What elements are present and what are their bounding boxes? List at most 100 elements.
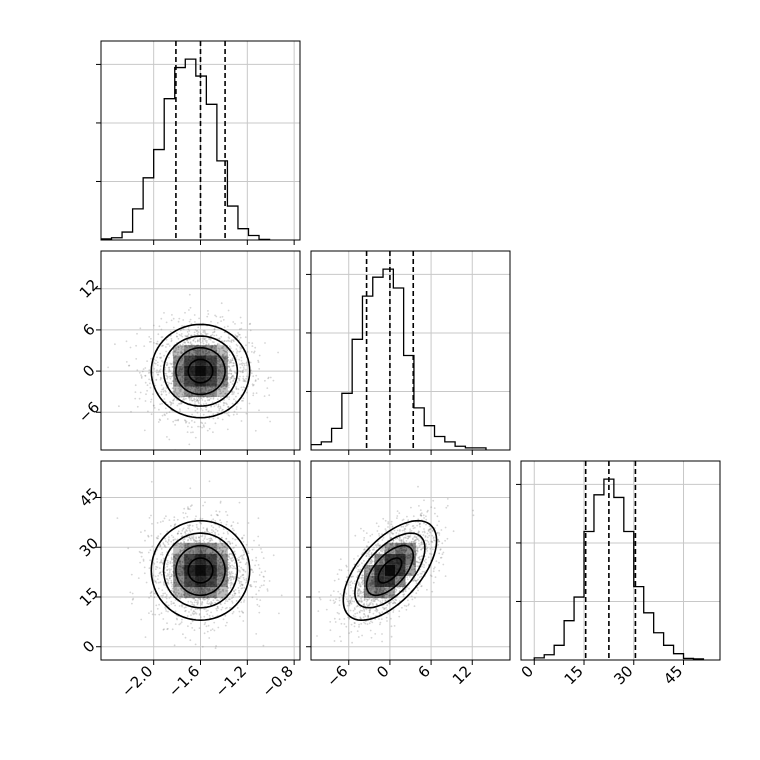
axes-frame [520,460,721,661]
sample-point [217,582,220,585]
sample-point [221,418,224,421]
sample-point [178,543,181,545]
sample-point [149,549,152,551]
sample-point [370,636,373,639]
sample-point [318,597,321,599]
sample-point [207,609,209,612]
sample-point [160,561,163,564]
sample-point [372,570,375,572]
sample-point [373,548,375,551]
sample-point [194,403,196,406]
x-tick-label: −2.0 [118,662,156,700]
sample-point [370,562,372,564]
sample-point [232,582,234,585]
sample-point [241,362,244,364]
sample-point [370,588,373,591]
sample-point [428,525,431,528]
sample-point [354,608,356,611]
density-cell [205,355,217,366]
sample-point [191,345,193,348]
sample-point [220,603,222,606]
sample-point [240,359,243,362]
sample-point [228,562,231,564]
sample-point [349,599,352,602]
sample-point [189,396,192,398]
sample-point [205,389,208,392]
sample-point [155,604,158,607]
sample-point [227,359,230,361]
sample-point [243,380,246,383]
sample-point [225,385,228,388]
sample-point [171,590,174,592]
sample-point [140,375,143,378]
sample-point [358,588,361,591]
sample-point [189,306,192,309]
sample-point [353,607,356,609]
sample-point [159,545,161,547]
sample-point [227,405,230,408]
sample-point [163,628,165,630]
sample-point [230,572,233,574]
sample-point [203,623,206,626]
sample-point [206,602,209,604]
sample-point [337,590,340,593]
sample-point [190,539,192,541]
sample-point [211,628,214,630]
sample-point [228,372,231,375]
sample-point [220,363,223,365]
sample-point [414,535,416,538]
sample-point [171,351,174,354]
sample-point [192,349,195,352]
sample-point [246,361,248,364]
sample-point [233,529,235,532]
sample-point [441,553,444,556]
sample-point [436,532,438,534]
sample-point [406,535,409,538]
sample-point [379,549,382,552]
sample-point [216,609,218,612]
sample-point [413,539,416,542]
sample-point [164,537,167,540]
sample-point [426,539,428,542]
sample-point [345,625,348,628]
sample-point [248,323,251,325]
sample-point [215,403,218,406]
sample-point [258,567,261,570]
sample-point [166,378,169,380]
sample-point [414,570,417,573]
sample-point [197,339,199,341]
sample-point [409,528,411,531]
sample-point [208,396,211,399]
sample-point [263,580,266,582]
sample-point [239,585,242,587]
sample-point [226,354,229,356]
sample-point [144,375,147,377]
sample-point [144,367,147,369]
sample-point [255,556,257,559]
sample-point [211,351,214,354]
sample-point [209,539,212,542]
sample-point [174,419,177,422]
sample-point [217,347,220,350]
sample-point [241,536,244,539]
sample-point [422,547,425,550]
sample-point [212,588,214,591]
sample-point [226,600,229,603]
sample-point [184,533,187,535]
sample-point [246,375,248,378]
sample-point [233,370,236,373]
sample-point [161,336,164,338]
sample-point [176,555,179,557]
sample-point [166,569,169,571]
sample-point [153,579,155,582]
sample-point [368,602,371,605]
sample-point [381,558,383,561]
density-cell [195,575,206,588]
sample-point [396,577,398,580]
sample-point [391,595,393,597]
sample-point [219,598,222,600]
sample-point [241,364,244,367]
sample-point [169,370,172,373]
sample-point [196,399,198,401]
sample-point [374,598,377,601]
